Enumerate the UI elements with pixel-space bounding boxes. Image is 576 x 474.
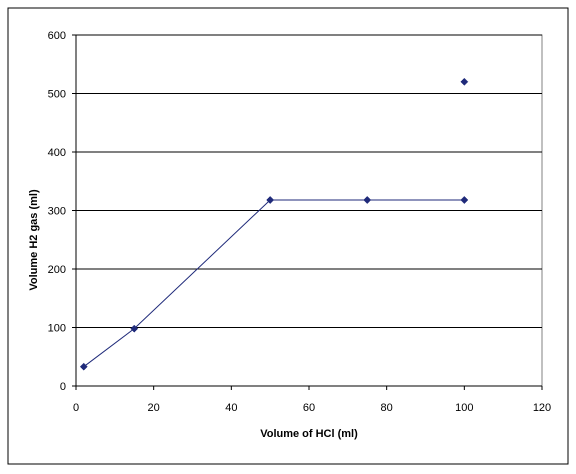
y-tick-label: 200: [48, 264, 66, 276]
axes: [72, 34, 543, 390]
x-tick-label: 40: [225, 402, 237, 414]
data-point: [460, 196, 469, 204]
data-point: [130, 324, 139, 333]
x-tick-label: 100: [455, 402, 473, 414]
y-axis-title: Volume H2 gas (ml): [28, 189, 40, 291]
y-tick-label: 400: [48, 147, 66, 159]
data-series: [79, 77, 469, 371]
y-tick-label: 0: [60, 381, 66, 393]
gridlines: [76, 34, 542, 328]
y-tick-label: 500: [48, 89, 66, 101]
data-point: [79, 362, 88, 371]
x-tick-label: 60: [303, 402, 315, 414]
data-point: [363, 196, 372, 204]
data-point: [460, 77, 469, 86]
y-tick-label: 100: [48, 323, 66, 335]
y-tick-label: 300: [48, 206, 66, 218]
data-point: [266, 196, 275, 204]
y-tick-labels: 0 100 200 300 400 500 600: [48, 30, 66, 393]
x-tick-label: 20: [148, 402, 160, 414]
x-axis-title: Volume of HCl (ml): [260, 428, 358, 440]
y-tick-label: 600: [48, 30, 66, 42]
x-tick-label: 120: [533, 402, 551, 414]
x-tick-label: 80: [381, 402, 393, 414]
x-tick-label: 0: [73, 402, 79, 414]
x-tick-labels: 0 20 40 60 80 100 120: [73, 402, 551, 414]
